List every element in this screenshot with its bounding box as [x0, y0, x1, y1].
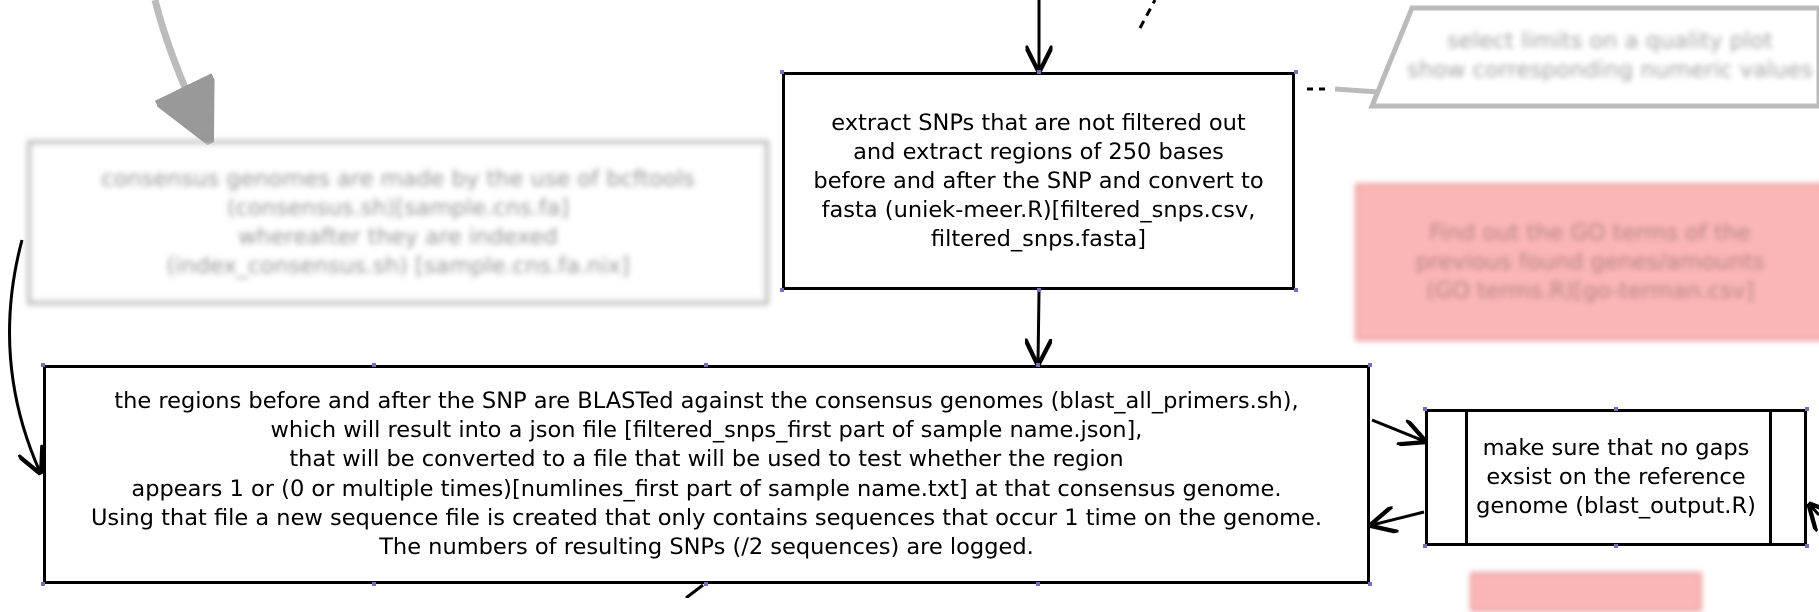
port-marker	[372, 582, 376, 586]
port-marker	[1423, 407, 1427, 411]
edge-blast-down	[685, 583, 704, 598]
port-marker	[1614, 407, 1618, 411]
blast-regions-text: the regions before and after the SNP are…	[90, 387, 1323, 561]
edge-consensus-to-blast	[8, 239, 40, 472]
edge-blast-to-gaps	[1371, 418, 1424, 441]
port-marker	[41, 582, 45, 586]
edge-into-gaps-right	[1810, 505, 1819, 515]
port-marker	[780, 288, 784, 292]
edges-layer	[8, 0, 1819, 598]
edge-quality-gray	[1334, 86, 1379, 95]
port-marker	[1294, 70, 1298, 74]
check-gaps-left-bar	[1465, 412, 1468, 543]
port-marker	[1614, 544, 1618, 548]
edge-dashed-top	[1138, 0, 1157, 29]
consensus-genomes-node: consensus genomes are made by the use of…	[27, 140, 769, 305]
extract-snps-node: extract SNPs that are not filtered out a…	[782, 72, 1295, 290]
blast-regions-node: the regions before and after the SNP are…	[43, 365, 1370, 584]
port-marker	[1368, 582, 1372, 586]
port-marker	[1037, 288, 1041, 292]
check-gaps-node: make sure that no gaps exsist on the ref…	[1425, 409, 1807, 546]
edge-into-consensus	[151, 0, 208, 138]
port-marker	[1294, 288, 1298, 292]
quality-plot-node: select limits on a quality plot show cor…	[1375, 6, 1819, 106]
go-terms-text: Find out the GO terms of the previous fo…	[1415, 219, 1765, 304]
red-node-bottom	[1470, 572, 1702, 612]
flowchart-canvas: consensus genomes are made by the use of…	[8, 0, 1819, 612]
check-gaps-right-bar	[1769, 412, 1772, 543]
port-marker	[41, 363, 45, 367]
port-marker	[372, 363, 376, 367]
quality-plot-text: select limits on a quality plot show cor…	[1407, 28, 1813, 83]
port-marker	[1368, 363, 1372, 367]
port-marker	[780, 70, 784, 74]
port-marker	[704, 582, 708, 586]
port-marker	[1423, 544, 1427, 548]
edge-gaps-to-blast	[1372, 512, 1425, 525]
port-marker	[1036, 363, 1040, 367]
extract-snps-text: extract SNPs that are not filtered out a…	[813, 109, 1264, 252]
port-marker	[1036, 582, 1040, 586]
edge-extract-to-blast	[1038, 291, 1039, 363]
port-marker	[1037, 70, 1041, 74]
consensus-genomes-text: consensus genomes are made by the use of…	[101, 165, 695, 279]
check-gaps-text: make sure that no gaps exsist on the ref…	[1476, 435, 1756, 519]
go-terms-node: Find out the GO terms of the previous fo…	[1355, 183, 1819, 341]
quality-parallelogram	[1368, 5, 1819, 109]
port-marker	[1805, 407, 1809, 411]
port-marker	[704, 363, 708, 367]
port-marker	[1805, 544, 1809, 548]
